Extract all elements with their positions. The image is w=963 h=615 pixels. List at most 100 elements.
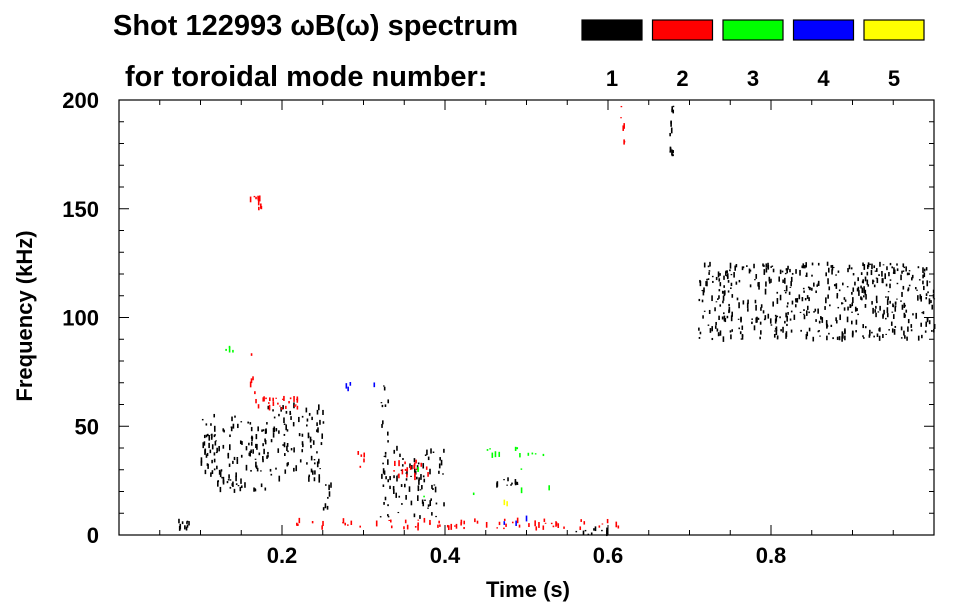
spectrum-point — [213, 452, 216, 456]
spectrum-point — [400, 484, 403, 487]
spectrum-point — [793, 314, 796, 320]
spectrum-point — [774, 328, 777, 330]
spectrum-point — [715, 301, 718, 303]
spectrum-point — [890, 321, 893, 326]
spectrum-point — [740, 338, 743, 340]
spectrum-point — [721, 290, 724, 294]
spectrum-point — [836, 293, 839, 297]
spectrum-point — [874, 270, 877, 272]
spectrum-point — [884, 273, 887, 280]
spectrum-point — [808, 297, 810, 302]
spectrum-point — [359, 465, 362, 468]
spectrum-point — [741, 266, 744, 271]
spectrum-point — [438, 520, 440, 524]
spectrum-point — [447, 525, 450, 531]
spectrum-point — [740, 316, 742, 323]
spectrum-point — [229, 444, 231, 451]
spectrum-point — [893, 269, 896, 275]
spectrum-point — [908, 270, 911, 272]
spectrum-point — [854, 306, 857, 312]
spectrum-point — [380, 402, 383, 404]
spectrum-point — [229, 486, 232, 489]
spectrum-point — [726, 315, 729, 319]
spectrum-point — [257, 200, 260, 206]
spectrum-point — [266, 422, 268, 425]
spectrum-point — [882, 334, 884, 338]
spectrum-point — [217, 480, 220, 483]
spectrum-point — [803, 309, 805, 312]
spectrum-point — [885, 296, 887, 298]
spectrum-point — [516, 447, 519, 450]
spectrum-point — [215, 451, 218, 454]
spectrum-point — [805, 334, 808, 340]
spectrum-point — [434, 486, 437, 493]
spectrum-point — [759, 336, 761, 340]
spectrum-point — [896, 263, 898, 266]
spectrum-point — [770, 278, 772, 283]
legend-swatch-mode-1 — [581, 19, 643, 41]
spectrum-point — [277, 402, 279, 405]
spectrum-point — [875, 277, 878, 279]
spectrum-point — [878, 335, 881, 341]
spectrum-point — [310, 439, 313, 441]
spectrum-point — [282, 405, 284, 410]
spectrum-point — [272, 433, 275, 438]
spectrum-point — [886, 307, 889, 314]
spectrum-point — [764, 288, 767, 295]
spectrum-point — [901, 291, 903, 297]
spectrum-point — [916, 289, 918, 291]
series-mode-1 — [178, 105, 936, 537]
spectrum-point — [209, 449, 212, 454]
spectrum-point — [429, 500, 432, 506]
spectrum-point — [729, 330, 732, 333]
spectrum-point — [260, 470, 262, 472]
spectrum-point — [748, 268, 751, 274]
spectrum-point — [290, 448, 293, 451]
spectrum-point — [272, 397, 274, 402]
spectrum-point — [801, 265, 804, 269]
spectrum-point — [754, 279, 756, 281]
spectrum-point — [830, 265, 833, 268]
spectrum-point — [719, 282, 722, 287]
spectrum-point — [876, 277, 879, 284]
spectrum-point — [515, 520, 517, 526]
spectrum-point — [754, 299, 757, 304]
spectrum-point — [755, 274, 758, 279]
spectrum-point — [287, 450, 289, 453]
spectrum-point — [248, 442, 250, 446]
spectrum-point — [270, 439, 273, 443]
spectrum-point — [921, 312, 924, 314]
spectrum-point — [724, 318, 727, 323]
spectrum-point — [267, 454, 269, 458]
spectrum-point — [301, 433, 304, 437]
spectrum-point — [768, 281, 771, 284]
spectrum-point — [785, 312, 787, 318]
spectrum-point — [503, 518, 506, 521]
spectrum-point — [235, 472, 237, 478]
y-tick-label: 150 — [62, 197, 99, 222]
spectrum-point — [400, 469, 403, 471]
spectrum-point — [318, 474, 321, 479]
spectrum-point — [282, 444, 284, 446]
spectrum-point — [870, 269, 873, 276]
spectrum-point — [287, 462, 289, 466]
spectrum-point — [260, 483, 263, 488]
spectrum-point — [730, 315, 733, 322]
spectrum-point — [405, 478, 408, 481]
spectrum-point — [775, 316, 778, 322]
spectrum-point — [262, 458, 264, 463]
spectrum-point — [267, 405, 270, 410]
spectrum-point — [860, 272, 863, 276]
spectrum-point — [788, 291, 791, 295]
spectrum-point — [606, 530, 608, 537]
spectrum-point — [896, 298, 898, 300]
spectrum-point — [440, 459, 443, 466]
spectrum-point — [232, 423, 235, 429]
spectrum-point — [620, 117, 622, 119]
spectrum-point — [776, 337, 779, 340]
spectrum-point — [225, 348, 227, 351]
spectrum-point — [874, 309, 876, 313]
spectrum-point — [485, 521, 488, 528]
spectrum-point — [519, 453, 521, 458]
spectrum-point — [904, 335, 906, 339]
